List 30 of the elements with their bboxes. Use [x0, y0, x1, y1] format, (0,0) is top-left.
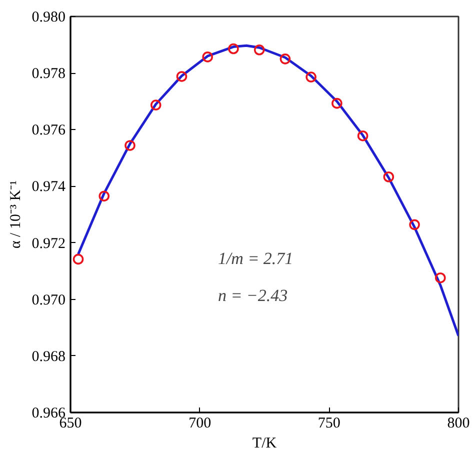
point	[176, 71, 188, 82]
y-tick-label: 0.972	[32, 236, 66, 252]
point	[72, 254, 84, 265]
point	[383, 171, 394, 182]
annotation: 1/m = 2.71	[218, 249, 294, 268]
x-tick-label: 750	[318, 416, 340, 432]
point	[254, 44, 265, 56]
x-tick-label: 700	[188, 416, 212, 432]
point	[228, 43, 239, 54]
y-tick-label: 0.970	[32, 292, 66, 308]
x-tick-label: 800	[447, 416, 470, 432]
point	[98, 190, 110, 202]
point	[150, 100, 162, 110]
point	[434, 272, 446, 284]
y-axis-title: α / 10⁻³ K⁻¹	[8, 180, 24, 249]
y-tick-label: 0.974	[32, 179, 66, 196]
point	[280, 54, 291, 64]
point	[409, 219, 420, 230]
point	[202, 52, 213, 62]
y-tick-label: 0.980	[32, 10, 66, 26]
y-tick-label: 0.978	[32, 66, 66, 82]
y-tick-label: 0.976	[32, 122, 66, 139]
line-series	[77, 44, 458, 338]
x-axis-title: T/K	[252, 436, 277, 452]
annotation: n = −2.43	[218, 286, 288, 306]
point	[124, 140, 136, 151]
point	[357, 130, 368, 142]
point	[306, 72, 316, 82]
point	[332, 98, 342, 109]
y-tick-label: 0.968	[32, 348, 66, 365]
